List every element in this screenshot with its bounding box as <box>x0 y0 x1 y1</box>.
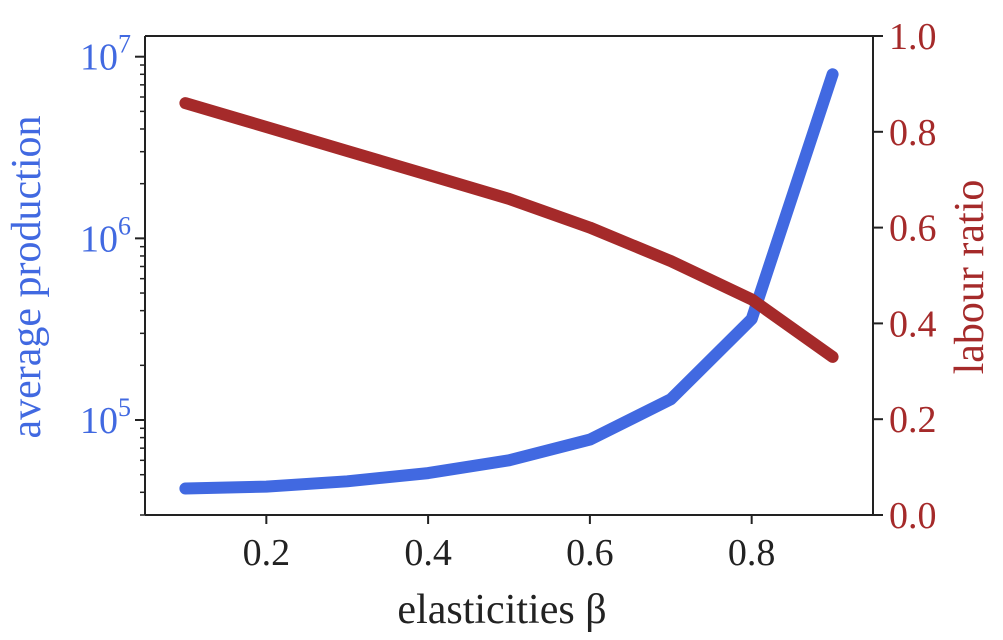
left-y-axis-ticks: 105 106 107 <box>80 30 145 516</box>
left-tick-label: 107 <box>80 30 131 79</box>
x-axis-label: elasticities β <box>397 587 606 633</box>
left-tick-label: 105 <box>80 393 131 442</box>
x-tick-label: 0.4 <box>404 532 452 574</box>
right-y-axis-label: labour ratio <box>947 180 993 375</box>
x-tick-label: 0.6 <box>566 532 614 574</box>
x-axis-ticks: 0.2 0.4 0.6 0.8 <box>243 515 776 574</box>
labour-ratio-line <box>179 97 839 363</box>
right-tick-label: 0.8 <box>889 112 937 154</box>
average-production-line <box>179 68 839 495</box>
series-layer <box>179 68 839 495</box>
x-tick-label: 0.8 <box>728 532 776 574</box>
left-y-axis-label: average production <box>4 115 50 438</box>
right-y-axis-ticks: 0.0 0.2 0.4 0.6 0.8 1.0 <box>873 16 937 537</box>
right-tick-label: 0.0 <box>889 495 937 537</box>
right-tick-label: 0.6 <box>889 208 937 250</box>
right-tick-label: 1.0 <box>889 16 937 58</box>
left-tick-label: 106 <box>80 211 131 260</box>
right-tick-label: 0.4 <box>889 303 937 345</box>
right-tick-label: 0.2 <box>889 399 937 441</box>
x-tick-label: 0.2 <box>243 532 291 574</box>
